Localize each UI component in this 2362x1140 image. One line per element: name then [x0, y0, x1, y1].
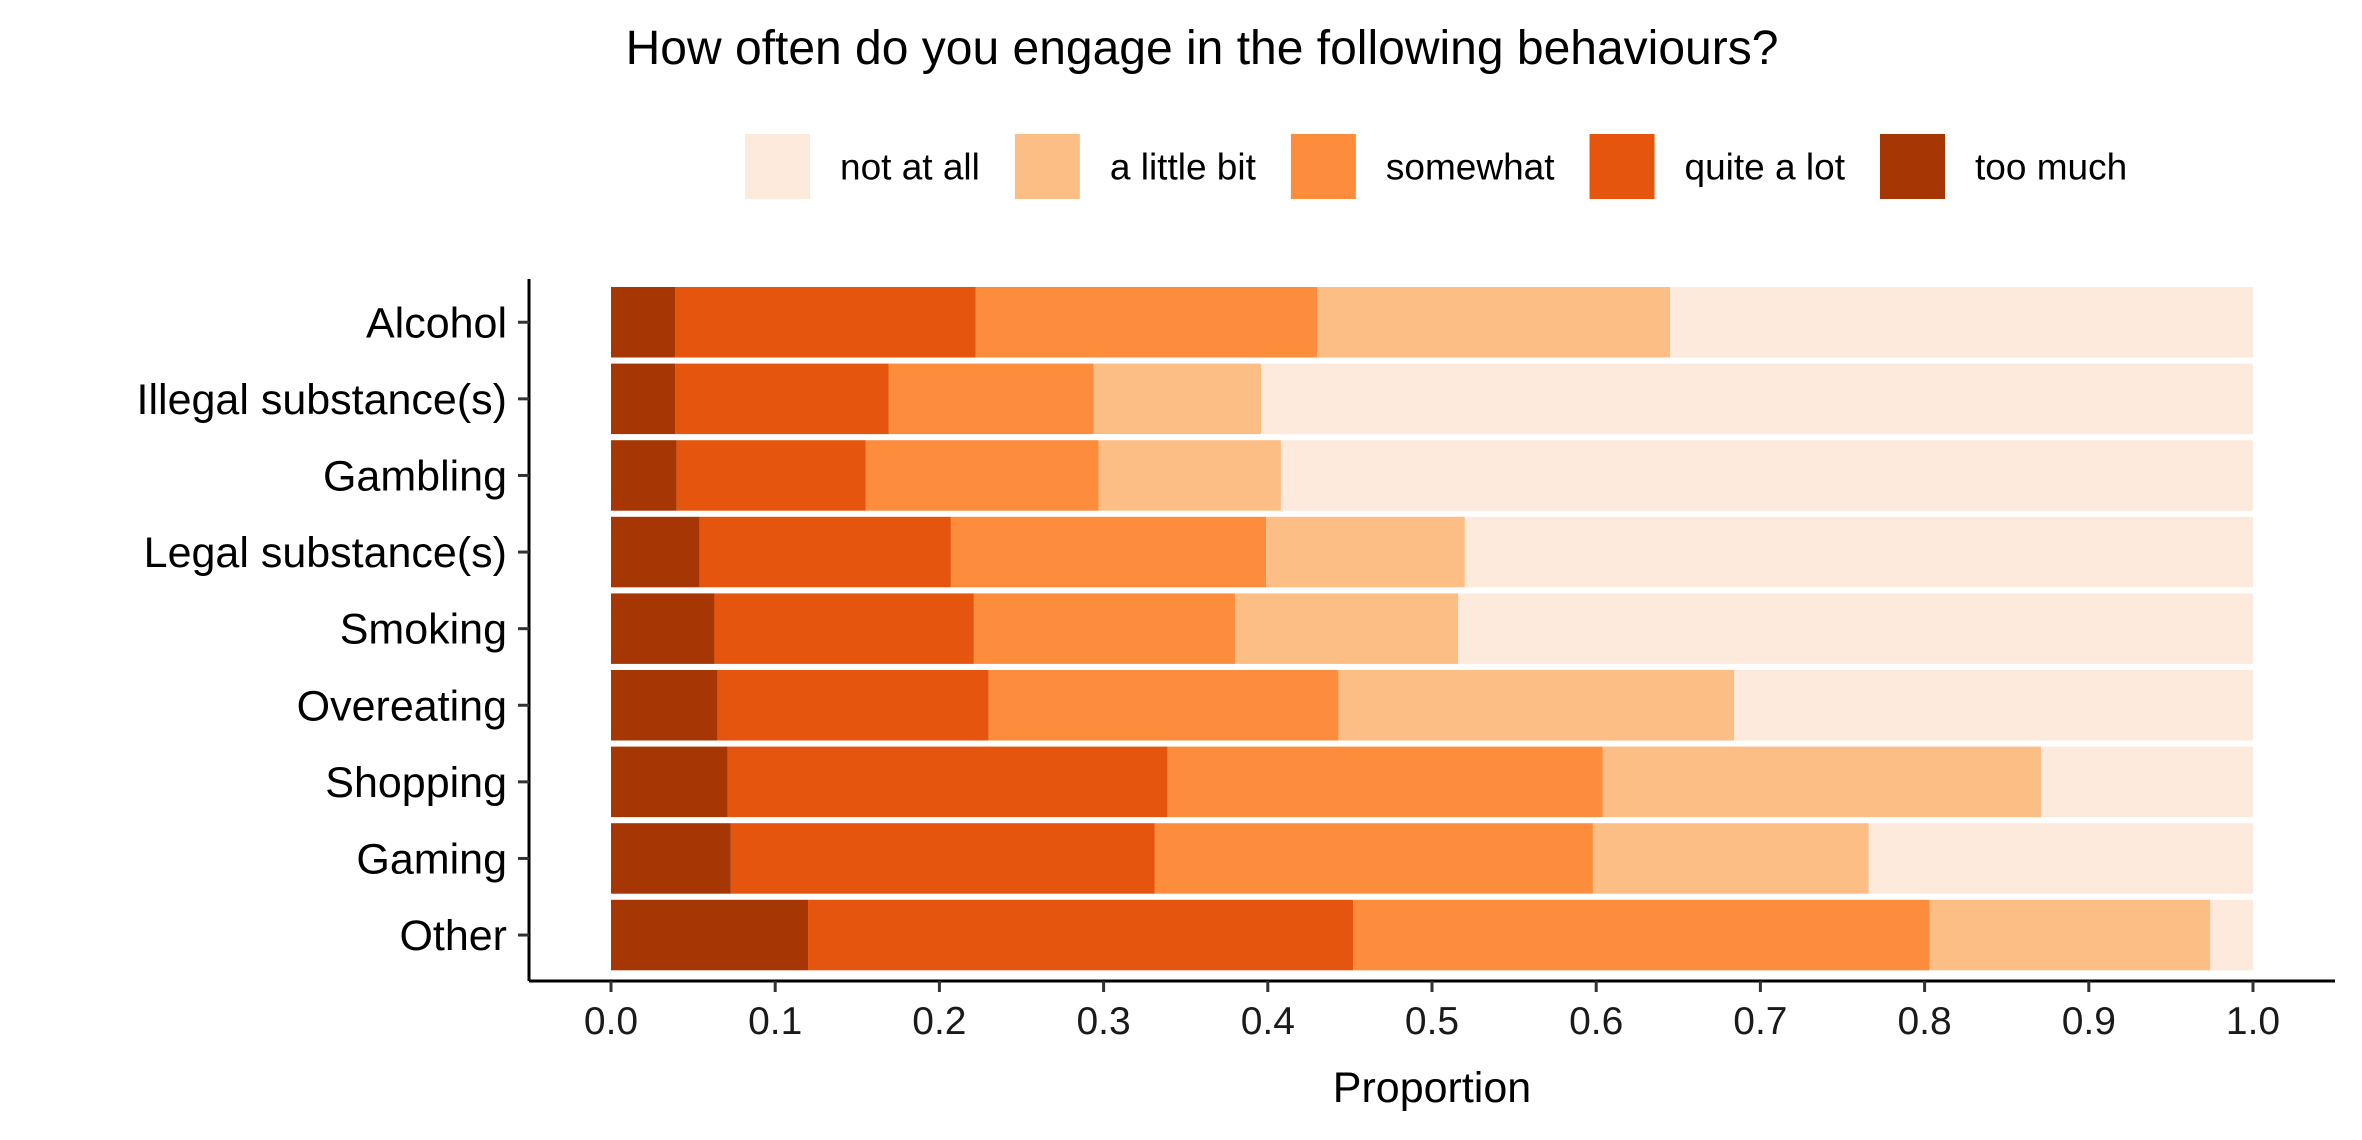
bar-illegal-substance-s-not-at-all — [1261, 363, 2253, 435]
legend-label-a-little-bit: a little bit — [1110, 147, 1257, 188]
bar-gaming-too-much — [611, 823, 731, 894]
x-tick-label: 0.4 — [1241, 1000, 1295, 1043]
x-tick-label: 0.6 — [1569, 1000, 1623, 1043]
bar-smoking-a-little-bit — [1234, 593, 1459, 664]
legend-key-quite-a-lot — [1589, 134, 1655, 199]
x-tick-label: 0.3 — [1076, 1000, 1130, 1043]
bar-legal-substance-s-too-much — [611, 516, 700, 588]
bar-gambling-somewhat — [865, 440, 1099, 511]
bar-legal-substance-s-somewhat — [950, 516, 1267, 588]
category-label-other: Other — [399, 912, 507, 960]
x-tick-label: 1.0 — [2226, 1000, 2280, 1043]
x-tick-label: 0.0 — [584, 1000, 638, 1043]
legend-key-somewhat — [1290, 134, 1356, 199]
bar-other-too-much — [611, 899, 809, 971]
bar-shopping-quite-a-lot — [727, 746, 1168, 818]
bar-overeating-too-much — [611, 670, 718, 741]
bar-illegal-substance-s-quite-a-lot — [675, 363, 889, 435]
category-label-overeating: Overeating — [297, 682, 507, 730]
bar-smoking-quite-a-lot — [714, 593, 974, 664]
bar-gaming-a-little-bit — [1592, 823, 1869, 894]
category-label-gambling: Gambling — [323, 452, 507, 500]
bar-gaming-quite-a-lot — [730, 823, 1155, 894]
bar-gaming-somewhat — [1154, 823, 1593, 894]
bar-overeating-quite-a-lot — [717, 670, 989, 741]
bar-overeating-a-little-bit — [1338, 670, 1735, 741]
legend-key-a-little-bit — [1014, 134, 1080, 199]
bar-other-somewhat — [1353, 899, 1930, 971]
legend-key-not-at-all — [745, 134, 810, 199]
category-label-legal-substance-s: Legal substance(s) — [144, 529, 507, 577]
bar-overeating-somewhat — [988, 670, 1339, 741]
legend: not at all a little bit somewhat quite a lo… — [745, 134, 2127, 199]
legend-label-somewhat: somewhat — [1386, 147, 1555, 188]
bar-illegal-substance-s-somewhat — [888, 363, 1094, 435]
bar-overeating-not-at-all — [1734, 670, 2253, 741]
bar-shopping-too-much — [611, 746, 728, 818]
legend-label-quite-a-lot: quite a lot — [1685, 147, 1846, 188]
x-axis: 0.0 0.1 0.2 0.3 0.4 0.5 0.6 0.7 0.8 0.9 1.0 — [529, 979, 2335, 1043]
legend-key-too-much — [1879, 134, 1945, 199]
bar-alcohol-somewhat — [975, 287, 1318, 358]
bar-illegal-substance-s-a-little-bit — [1093, 363, 1262, 435]
bar-other-a-little-bit — [1929, 899, 2211, 971]
bar-gambling-quite-a-lot — [676, 440, 866, 511]
category-label-gaming: Gaming — [356, 835, 507, 883]
bar-alcohol-too-much — [611, 287, 676, 358]
bar-gambling-a-little-bit — [1098, 440, 1281, 511]
bar-legal-substance-s-not-at-all — [1464, 516, 2253, 588]
bars-group — [611, 287, 2253, 971]
bar-shopping-a-little-bit — [1602, 746, 2042, 818]
bar-shopping-somewhat — [1167, 746, 1603, 818]
bar-gaming-not-at-all — [1868, 823, 2253, 894]
bar-gambling-too-much — [611, 440, 677, 511]
bar-other-not-at-all — [2210, 899, 2253, 971]
legend-label-not-at-all: not at all — [840, 147, 980, 188]
bar-alcohol-a-little-bit — [1317, 287, 1671, 358]
x-tick-label: 0.7 — [1733, 1000, 1787, 1043]
category-label-shopping: Shopping — [325, 759, 507, 807]
y-axis: Alcohol Illegal substance(s) Gambling Legal… — [137, 279, 531, 981]
bar-legal-substance-s-a-little-bit — [1266, 516, 1465, 588]
bar-alcohol-not-at-all — [1670, 287, 2253, 358]
bar-smoking-not-at-all — [1458, 593, 2253, 664]
bar-legal-substance-s-quite-a-lot — [699, 516, 951, 588]
x-tick-label: 0.8 — [1897, 1000, 1951, 1043]
chart-title: How often do you engage in the following… — [626, 22, 1779, 75]
bar-shopping-not-at-all — [2041, 746, 2253, 818]
bar-alcohol-quite-a-lot — [675, 287, 976, 358]
x-tick-label: 0.1 — [748, 1000, 802, 1043]
bar-smoking-somewhat — [973, 593, 1235, 664]
category-label-illegal-substance-s: Illegal substance(s) — [137, 376, 507, 424]
bar-other-quite-a-lot — [808, 899, 1354, 971]
x-axis-title: Proportion — [1333, 1064, 1531, 1112]
bar-illegal-substance-s-too-much — [611, 363, 676, 435]
x-tick-label: 0.9 — [2062, 1000, 2116, 1043]
legend-label-too-much: too much — [1975, 147, 2127, 188]
bar-gambling-not-at-all — [1280, 440, 2253, 511]
x-tick-label: 0.5 — [1405, 1000, 1459, 1043]
x-tick-label: 0.2 — [912, 1000, 966, 1043]
category-label-alcohol: Alcohol — [366, 299, 507, 347]
category-label-smoking: Smoking — [340, 606, 507, 654]
bar-smoking-too-much — [611, 593, 715, 664]
